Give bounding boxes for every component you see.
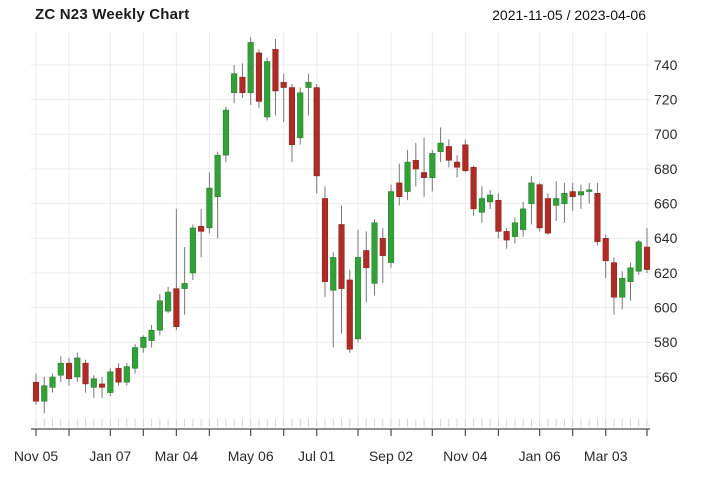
candle-body-up — [189, 227, 196, 274]
candle-body-up — [107, 371, 114, 393]
candle-body-up — [181, 283, 188, 289]
candle-body-up — [404, 161, 411, 192]
x-tick-label: Sep 02 — [369, 448, 414, 464]
candle-body-up — [487, 194, 494, 203]
x-tick-label: Jan 07 — [89, 448, 131, 464]
candle-body-up — [222, 109, 229, 156]
candle-body-up — [511, 222, 518, 237]
y-tick-label: 640 — [654, 230, 678, 246]
candle-body-down — [338, 224, 345, 289]
candle-body-down — [346, 279, 353, 350]
candle-body-up — [619, 277, 626, 298]
candle-body-up — [330, 257, 337, 291]
candle-body-down — [421, 172, 428, 178]
candle-body-down — [610, 262, 618, 298]
candle-body-down — [288, 87, 296, 145]
candle-body-up — [90, 378, 97, 388]
candle-body-up — [478, 198, 485, 213]
candle-body-down — [173, 288, 180, 327]
candle-body-up — [140, 336, 147, 348]
y-tick-label: 580 — [654, 334, 678, 350]
candle-body-down — [239, 76, 246, 93]
candle-body-up — [371, 222, 378, 284]
candle-body-up — [577, 191, 584, 196]
candle-body-up — [635, 241, 642, 272]
candle-body-down — [495, 199, 502, 232]
candle-body-down — [272, 49, 279, 92]
candle-body-down — [503, 231, 510, 241]
candle-body-down — [594, 193, 601, 243]
candle-body-up — [586, 189, 593, 192]
candle-body-down — [569, 191, 576, 197]
candle-body-up — [354, 257, 362, 340]
candle-body-down — [544, 198, 551, 234]
candle-body-down — [321, 198, 329, 282]
chart-date-range: 2021-11-05 / 2023-04-06 — [492, 7, 646, 23]
candle-body-down — [643, 246, 651, 270]
candle-body-down — [363, 250, 370, 269]
candle-body-up — [49, 376, 56, 388]
candle-body-down — [255, 52, 262, 102]
candle-body-down — [32, 381, 40, 402]
x-tick-label: Nov 04 — [443, 448, 488, 464]
candle-body-up — [41, 385, 48, 402]
candle-body-down — [462, 144, 469, 171]
candle-body-down — [198, 225, 205, 232]
candle-body-down — [396, 182, 403, 197]
candle-body-down — [65, 362, 73, 379]
candle-body-up — [123, 366, 130, 383]
y-tick-label: 660 — [654, 195, 678, 211]
x-tick-label: Nov 05 — [14, 448, 59, 464]
y-tick-label: 680 — [654, 161, 678, 177]
candle-body-up — [231, 73, 238, 93]
candle-body-down — [445, 146, 452, 161]
candle-body-up — [520, 208, 527, 230]
x-tick-label: Mar 03 — [584, 448, 628, 464]
x-tick-label: Jan 06 — [519, 448, 561, 464]
candle-body-up — [156, 300, 163, 331]
candle-body-up — [305, 82, 312, 88]
candle-body-down — [454, 161, 461, 168]
y-tick-label: 700 — [654, 126, 678, 142]
candle-body-up — [553, 198, 560, 206]
x-tick-label: Mar 04 — [155, 448, 199, 464]
candle-body-up — [214, 154, 221, 197]
candle-body-up — [247, 42, 254, 93]
candle-body-up — [627, 267, 634, 282]
candle-body-up — [561, 193, 568, 204]
y-tick-label: 560 — [654, 369, 678, 385]
candle-body-down — [470, 167, 477, 210]
candle-body-up — [264, 61, 271, 118]
candle-body-up — [297, 92, 304, 139]
x-tick-label: May 06 — [228, 448, 274, 464]
candle-body-down — [313, 87, 320, 177]
candle-body-up — [74, 357, 81, 378]
candle-body-up — [387, 191, 395, 263]
y-tick-label: 720 — [654, 91, 678, 107]
candle-body-up — [206, 187, 213, 229]
candle-body-down — [602, 238, 609, 262]
candle-body-up — [165, 291, 172, 312]
candle-body-up — [528, 182, 535, 204]
candle-body-up — [437, 142, 444, 152]
candle-body-down — [412, 160, 419, 170]
candle-body-down — [280, 82, 287, 88]
candle-body-down — [536, 184, 543, 229]
candle-body-down — [82, 362, 89, 385]
candle-body-up — [57, 362, 64, 376]
chart-title: ZC N23 Weekly Chart — [35, 6, 190, 23]
candle-body-down — [115, 368, 122, 383]
x-tick-label: Jul 01 — [298, 448, 336, 464]
candle-body-up — [429, 153, 436, 178]
candle-body-up — [132, 347, 139, 369]
candle-body-down — [379, 238, 386, 256]
y-tick-label: 600 — [654, 299, 678, 315]
candle-body-up — [148, 329, 155, 341]
y-tick-label: 740 — [654, 57, 678, 73]
candle-body-down — [99, 383, 106, 388]
y-tick-label: 620 — [654, 265, 678, 281]
